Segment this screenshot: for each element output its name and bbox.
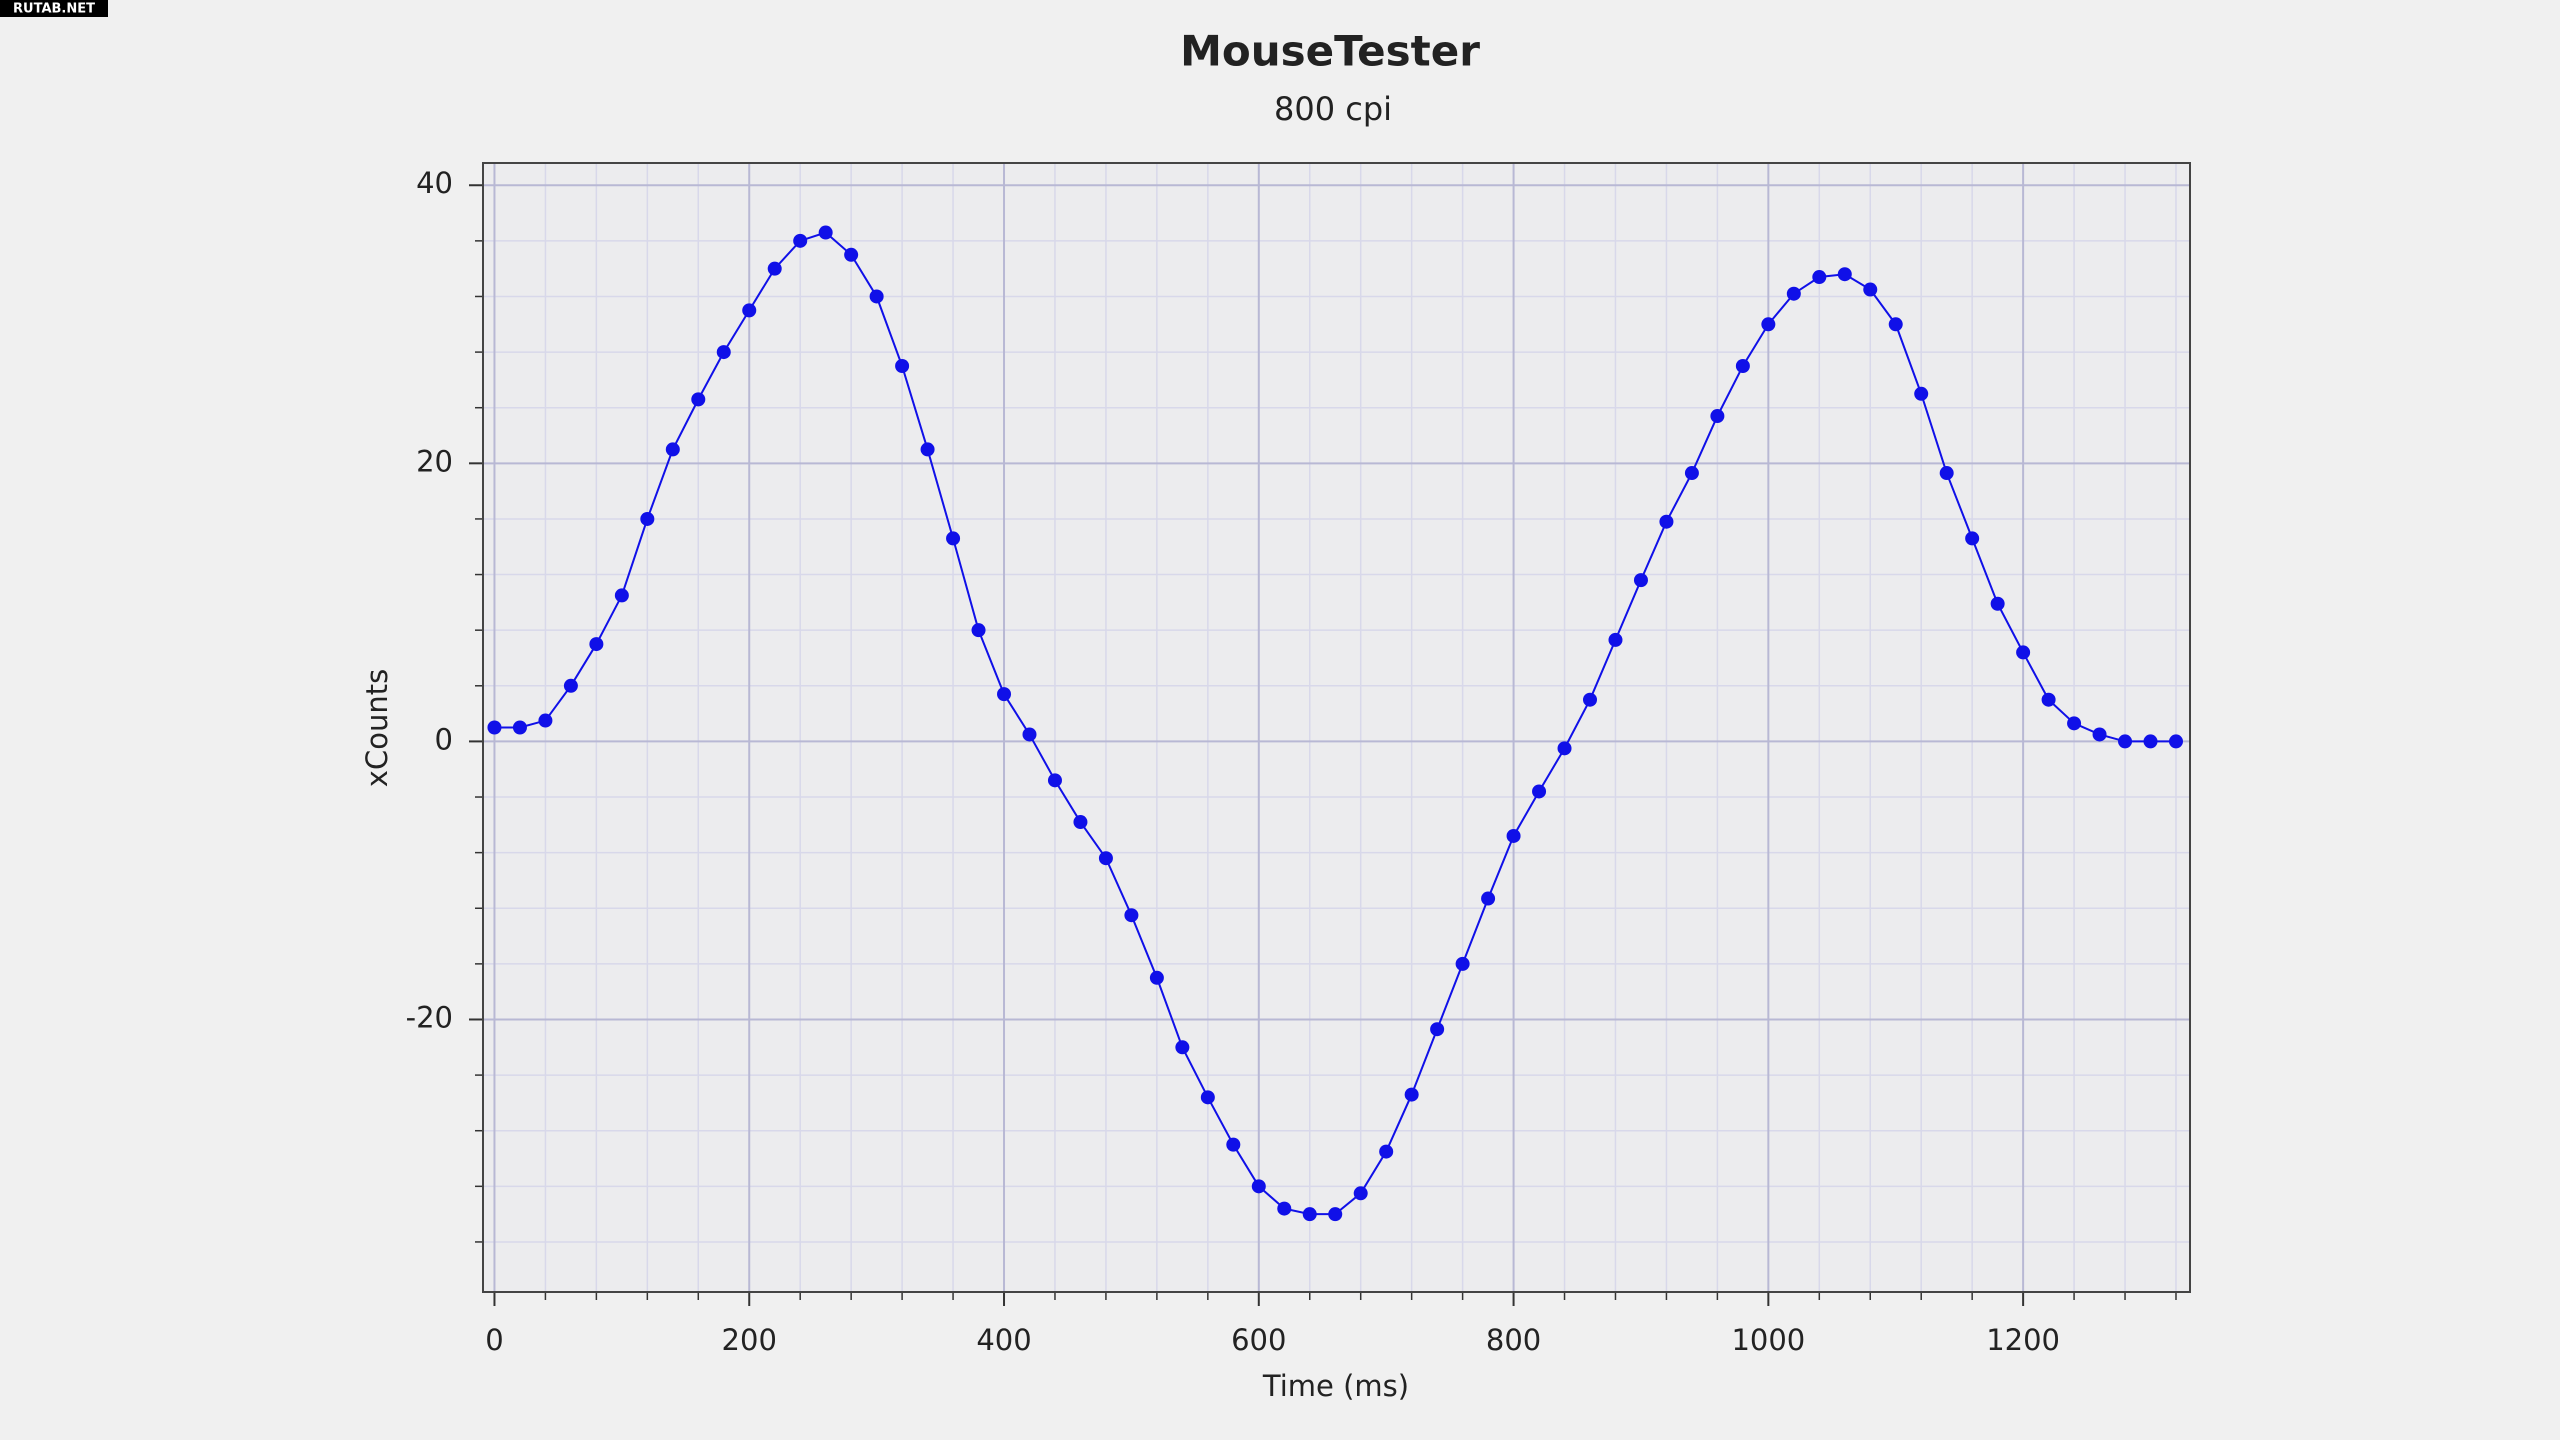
data-point: [1888, 317, 1903, 332]
data-point: [971, 623, 986, 638]
data-point: [1990, 596, 2005, 611]
x-axis-label: Time (ms): [1262, 1369, 1409, 1403]
data-point: [844, 247, 859, 262]
data-point: [1659, 514, 1674, 529]
y-tick-label: 0: [435, 722, 453, 756]
data-point: [563, 678, 578, 693]
data-point: [818, 225, 833, 240]
data-point: [1277, 1201, 1292, 1216]
data-point: [614, 588, 629, 603]
y-tick-label: 40: [416, 166, 453, 200]
x-tick-label: 1000: [1731, 1323, 1805, 1357]
data-point: [1557, 741, 1572, 756]
data-point: [1404, 1087, 1419, 1102]
data-point: [1251, 1179, 1266, 1194]
x-tick-label: 0: [485, 1323, 503, 1357]
data-point: [1200, 1090, 1215, 1105]
data-point: [793, 233, 808, 248]
plot-border: [482, 162, 2191, 1293]
data-point: [1914, 386, 1929, 401]
y-tick-label: -20: [406, 1000, 453, 1034]
data-point: [665, 442, 680, 457]
data-point: [716, 345, 731, 360]
y-axis-label: xCounts: [360, 669, 394, 787]
data-point: [1430, 1022, 1445, 1037]
data-point: [1302, 1207, 1317, 1222]
data-point: [1226, 1137, 1241, 1152]
x-tick-label: 600: [1231, 1323, 1286, 1357]
data-point: [1455, 956, 1470, 971]
chart-title: MouseTester: [1180, 27, 1480, 76]
data-point: [1939, 466, 1954, 481]
data-point: [742, 303, 757, 318]
data-point: [895, 358, 910, 373]
data-point: [512, 720, 527, 735]
data-point: [1175, 1040, 1190, 1055]
data-point: [1863, 282, 1878, 297]
data-point: [1812, 270, 1827, 285]
data-point: [2016, 645, 2031, 660]
data-point: [1583, 692, 1598, 707]
data-point: [1149, 970, 1164, 985]
data-point: [1837, 267, 1852, 282]
data-point: [691, 392, 706, 407]
data-point: [2092, 727, 2107, 742]
data-point: [1684, 466, 1699, 481]
x-tick-label: 400: [976, 1323, 1031, 1357]
data-point: [2168, 734, 2183, 749]
data-point: [1735, 358, 1750, 373]
x-tick-label: 200: [722, 1323, 777, 1357]
data-point: [1073, 815, 1088, 830]
data-point: [1506, 828, 1521, 843]
data-point: [920, 442, 935, 457]
data-point: [2041, 692, 2056, 707]
data-point: [1098, 851, 1113, 866]
data-point: [2067, 716, 2082, 731]
plot-area: [483, 163, 2190, 1292]
data-point: [1761, 317, 1776, 332]
data-point: [767, 261, 782, 276]
data-point: [1047, 773, 1062, 788]
data-point: [1353, 1186, 1368, 1201]
data-point: [2143, 734, 2158, 749]
watermark: RUTAB.NET: [13, 2, 95, 17]
data-point: [538, 713, 553, 728]
data-point: [1379, 1144, 1394, 1159]
data-point: [1608, 632, 1623, 647]
data-point: [869, 289, 884, 304]
data-point: [1022, 727, 1037, 742]
data-point: [1124, 908, 1139, 923]
data-point: [946, 531, 961, 546]
data-point: [1710, 409, 1725, 424]
x-tick-label: 800: [1486, 1323, 1541, 1357]
chart-subtitle: 800 cpi: [1274, 90, 1392, 128]
data-point: [1481, 891, 1496, 906]
data-point: [1532, 784, 1547, 799]
data-point: [2118, 734, 2133, 749]
data-point: [1328, 1207, 1343, 1222]
data-point: [1965, 531, 1980, 546]
data-point: [1633, 573, 1648, 588]
data-point: [589, 637, 604, 652]
x-tick-label: 1200: [1986, 1323, 2060, 1357]
y-tick-label: 20: [416, 444, 453, 478]
data-point: [997, 687, 1012, 702]
data-point: [487, 720, 502, 735]
watermark-box: [0, 0, 108, 17]
data-point: [1786, 286, 1801, 301]
data-point: [640, 511, 655, 526]
